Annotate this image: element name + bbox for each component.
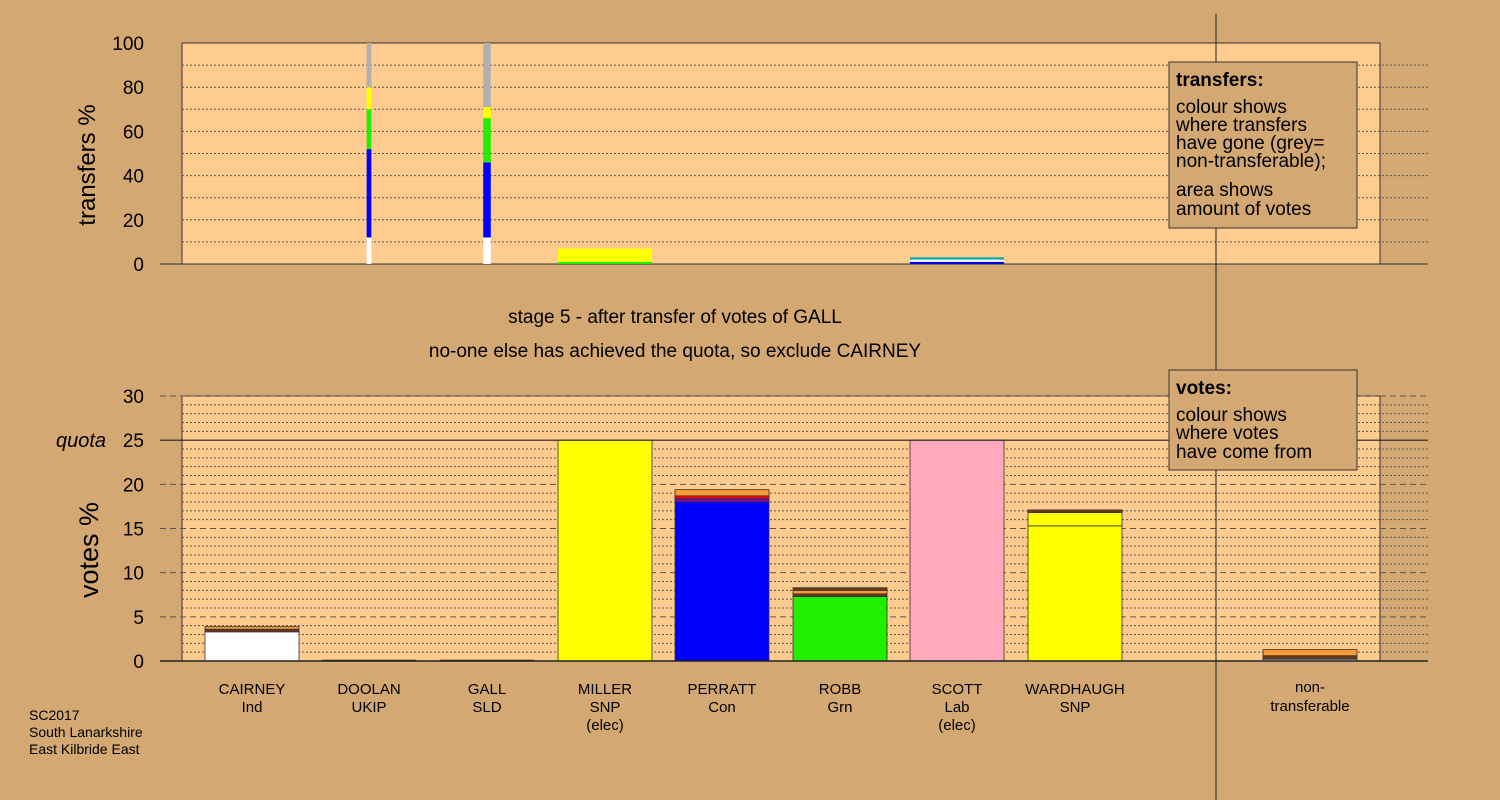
transfers-tick-label: 80 [123, 78, 144, 99]
transfer-segment-miller [558, 248, 652, 262]
quota-label: quota [56, 430, 106, 452]
transfers-legend: transfers: colour shows where transfers … [1168, 61, 1358, 229]
transfers-tick-label: 100 [112, 34, 144, 55]
vote-segment-wardhaugh [1027, 525, 1123, 662]
transfers-legend-line-2: where transfers [1175, 115, 1307, 136]
nontransferable-label: transferable [1270, 698, 1349, 715]
transfers-legend-line-6: amount of votes [1176, 199, 1311, 220]
transfer-segment-doolan [366, 87, 372, 110]
transfers-tick-label: 20 [123, 211, 144, 232]
stage-line-2: no-one else has achieved the quota, so e… [429, 341, 922, 362]
candidate-label: (elec) [938, 717, 976, 734]
vote-segment-miller [557, 439, 653, 662]
candidate-label: WARDHAUGH [1025, 681, 1124, 698]
transfers-tick-label: 40 [123, 167, 144, 188]
vote-segment-wardhaugh [1027, 509, 1123, 514]
vote-segment-robb [792, 596, 888, 662]
candidate-label: Con [708, 699, 736, 716]
vote-segment-perratt [674, 501, 770, 662]
votes-legend-box [1168, 369, 1358, 471]
votes-legend-title: votes: [1176, 378, 1232, 399]
vote-segment-wardhaugh [1027, 512, 1123, 527]
candidate-label: DOOLAN [337, 681, 400, 698]
candidate-label: ROBB [819, 681, 862, 698]
transfer-segment-doolan [366, 109, 372, 150]
transfers-axis-label: transfers % [74, 104, 101, 225]
transfers-legend-title: transfers: [1176, 70, 1264, 91]
transfer-segment-doolan [366, 149, 372, 238]
candidate-label: Ind [242, 699, 263, 716]
transfers-legend-line-5: area shows [1176, 180, 1273, 201]
candidate-label: Lab [944, 699, 969, 716]
vote-segment-scott [909, 439, 1005, 662]
transfer-segment-gall [483, 107, 491, 119]
stage-line-1: stage 5 - after transfer of votes of GAL… [508, 307, 842, 328]
votes-tick-label: 5 [133, 608, 144, 629]
votes-tick-label: 0 [133, 652, 144, 673]
transfers-legend-box [1168, 61, 1358, 229]
transfer-segment-scott [910, 257, 1004, 260]
votes-legend-line-3: have come from [1176, 442, 1312, 463]
transfers-legend-line-3: have gone (grey= [1176, 133, 1324, 154]
votes-axis-label: votes % [74, 502, 104, 598]
transfer-segment-doolan [366, 237, 372, 264]
votes-legend-line-1: colour shows [1176, 405, 1287, 426]
nontransferable-label: non- [1295, 679, 1325, 696]
transfers-legend-line-4: non-transferable); [1176, 151, 1326, 172]
votes-tick-label: 25 [123, 431, 144, 452]
vote-segment-cairney [204, 626, 300, 630]
footer-line-1: SC2017 [29, 707, 80, 723]
votes-tick-label: 10 [123, 564, 144, 585]
transfer-segment-gall [483, 162, 491, 238]
vote-segment-nontransferable [1262, 649, 1358, 657]
votes-legend: votes: colour shows where votes have com… [1168, 369, 1358, 471]
candidate-label: MILLER [578, 681, 632, 698]
vote-segment-cairney [204, 631, 300, 662]
vote-segment-robb [792, 587, 888, 591]
candidate-label: SNP [590, 699, 621, 716]
candidate-label: SLD [472, 699, 501, 716]
vote-segment-nontransferable [1262, 655, 1358, 660]
transfers-tick-label: 0 [133, 255, 144, 276]
footer-line-3: East Kilbride East [29, 741, 140, 757]
votes-tick-label: 20 [123, 475, 144, 496]
candidate-label: Grn [827, 699, 852, 716]
transfers-legend-line-1: colour shows [1176, 97, 1287, 118]
vote-segment-robb [792, 589, 888, 595]
footer-line-2: South Lanarkshire [29, 724, 143, 740]
transfer-segment-gall [483, 43, 491, 108]
candidate-label: GALL [468, 681, 506, 698]
votes-tick-label: 15 [123, 520, 144, 541]
candidate-label: PERRATT [688, 681, 757, 698]
transfer-segment-scott [910, 261, 1004, 264]
candidate-label: UKIP [351, 699, 386, 716]
candidate-label: SNP [1060, 699, 1091, 716]
transfer-segment-miller [558, 261, 652, 264]
transfer-segment-doolan [366, 43, 372, 88]
votes-tick-label: 30 [123, 387, 144, 408]
candidate-label: SCOTT [932, 681, 983, 698]
candidate-label: CAIRNEY [219, 681, 286, 698]
transfer-segment-scott [910, 259, 1004, 262]
candidate-label: (elec) [586, 717, 624, 734]
vote-segment-perratt [674, 498, 770, 503]
votes-legend-line-2: where votes [1175, 423, 1278, 444]
transfers-tick-label: 60 [123, 122, 144, 143]
vote-segment-perratt [674, 489, 770, 497]
transfer-segment-gall [483, 237, 491, 264]
transfer-segment-gall [483, 118, 491, 163]
